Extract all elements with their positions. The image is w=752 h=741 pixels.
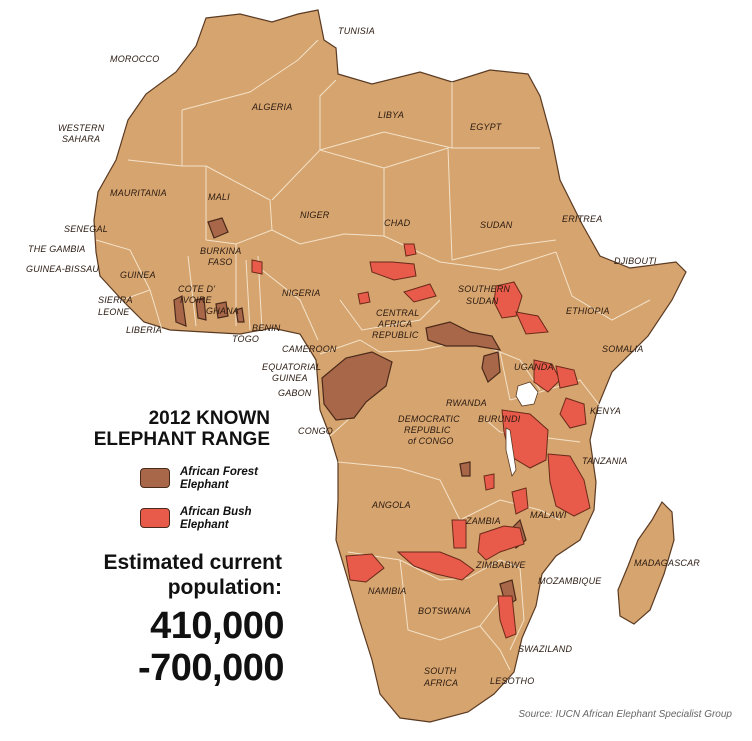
legend-swatch-forest (140, 468, 170, 488)
label-niger: NIGER (300, 210, 330, 220)
label-car-1: CENTRAL (376, 308, 419, 318)
label-togo: TOGO (232, 334, 259, 344)
label-mali: MALI (208, 192, 230, 202)
label-car-2: AFRICA (377, 319, 412, 329)
madagascar-island (617, 501, 675, 625)
label-botswana: BOTSWANA (418, 606, 471, 616)
label-mauritania: MAURITANIA (110, 188, 167, 198)
forest-range-cameroon-gabon-congo (321, 351, 393, 421)
legend-item-bush: African Bush Elephant (140, 506, 290, 532)
label-somalia: SOMALIA (602, 344, 643, 354)
label-malawi: MALAWI (530, 510, 567, 520)
label-sierra-2: LEONE (98, 307, 130, 317)
label-libya: LIBYA (378, 110, 404, 120)
label-ghana: GHANA (206, 306, 239, 316)
legend-title: 2012 KNOWN ELEPHANT RANGE (80, 408, 270, 450)
label-eq-guinea-1: EQUATORIAL (262, 362, 321, 372)
label-eq-guinea-2: GUINEA (272, 373, 308, 383)
label-nigeria: NIGERIA (282, 288, 320, 298)
label-cote-2: IVOIRE (180, 295, 213, 305)
label-south-africa-2: AFRICA (423, 678, 458, 688)
label-benin: BENIN (252, 323, 281, 333)
label-drc-1: DEMOCRATIC (398, 414, 460, 424)
label-cameroon: CAMEROON (282, 344, 337, 354)
label-mozambique: MOZAMBIQUE (538, 576, 602, 586)
bush-elephant-ranges (251, 243, 591, 639)
label-drc-2: REPUBLIC (404, 425, 451, 435)
label-burundi: BURUNDI (478, 414, 521, 424)
label-rwanda: RWANDA (446, 398, 487, 408)
label-ethiopia: ETHIOPIA (566, 306, 610, 316)
label-congo: CONGO (298, 426, 333, 436)
forest-range-central-africa (425, 321, 502, 351)
label-egypt: EGYPT (470, 122, 503, 132)
label-gabon: GABON (278, 388, 312, 398)
label-uganda: UGANDA (514, 362, 554, 372)
label-lesotho: LESOTHO (490, 676, 534, 686)
label-car-3: REPUBLIC (372, 330, 419, 340)
label-morocco: MOROCCO (110, 54, 159, 64)
source-credit: Source: IUCN African Elephant Specialist… (518, 709, 732, 720)
label-cote-1: COTE D' (178, 284, 215, 294)
label-liberia: LIBERIA (126, 325, 162, 335)
label-tanzania: TANZANIA (582, 456, 627, 466)
label-drc-3: of CONGO (408, 436, 454, 446)
label-guinea-bissau: GUINEA-BISSAU (26, 264, 99, 274)
label-western-sahara-1: WESTERN (58, 123, 105, 133)
population-label: Estimated current population: (103, 551, 282, 599)
label-kenya: KENYA (590, 406, 621, 416)
label-eritrea: ERITREA (562, 214, 602, 224)
label-tunisia: TUNISIA (338, 26, 375, 36)
population-value: 410,000 -700,000 (137, 605, 285, 689)
label-zimbabwe: ZIMBABWE (475, 560, 526, 570)
label-south-africa-1: SOUTH (424, 666, 457, 676)
label-zambia: ZAMBIA (465, 516, 501, 526)
label-senegal: SENEGAL (64, 224, 108, 234)
lake-victoria (515, 381, 539, 407)
label-western-sahara-2: SAHARA (62, 134, 100, 144)
label-djibouti: DJIBOUTI (614, 256, 657, 266)
label-burkina-2: FASO (208, 257, 233, 267)
label-namibia: NAMIBIA (368, 586, 406, 596)
legend-label-forest: African Forest Elephant (180, 466, 258, 491)
label-madagascar: MADAGASCAR (634, 558, 700, 568)
lake-tanganyika (505, 427, 517, 477)
label-south-sudan-2: SUDAN (466, 296, 499, 306)
label-gambia: THE GAMBIA (28, 244, 86, 254)
label-sierra-1: SIERRA (98, 295, 133, 305)
label-algeria: ALGERIA (251, 102, 292, 112)
forest-range-drc-north (481, 351, 501, 383)
label-sudan: SUDAN (480, 220, 513, 230)
country-labels: TUNISIA MOROCCO ALGERIA LIBYA EGYPT WEST… (26, 26, 700, 688)
country-borders (95, 39, 651, 671)
legend-swatch-bush (140, 508, 170, 528)
legend-title-line1: 2012 KNOWN (148, 408, 270, 429)
label-guinea: GUINEA (120, 270, 156, 280)
label-south-sudan-1: SOUTHERN (458, 284, 510, 294)
label-chad: CHAD (384, 218, 411, 228)
legend-item-forest: African Forest Elephant (140, 466, 290, 492)
legend-label-bush: African Bush Elephant (180, 506, 252, 531)
label-angola: ANGOLA (371, 500, 411, 510)
label-burkina-1: BURKINA (200, 246, 241, 256)
label-swaziland: SWAZILAND (518, 644, 572, 654)
legend-title-line2: ELEPHANT RANGE (93, 429, 270, 450)
